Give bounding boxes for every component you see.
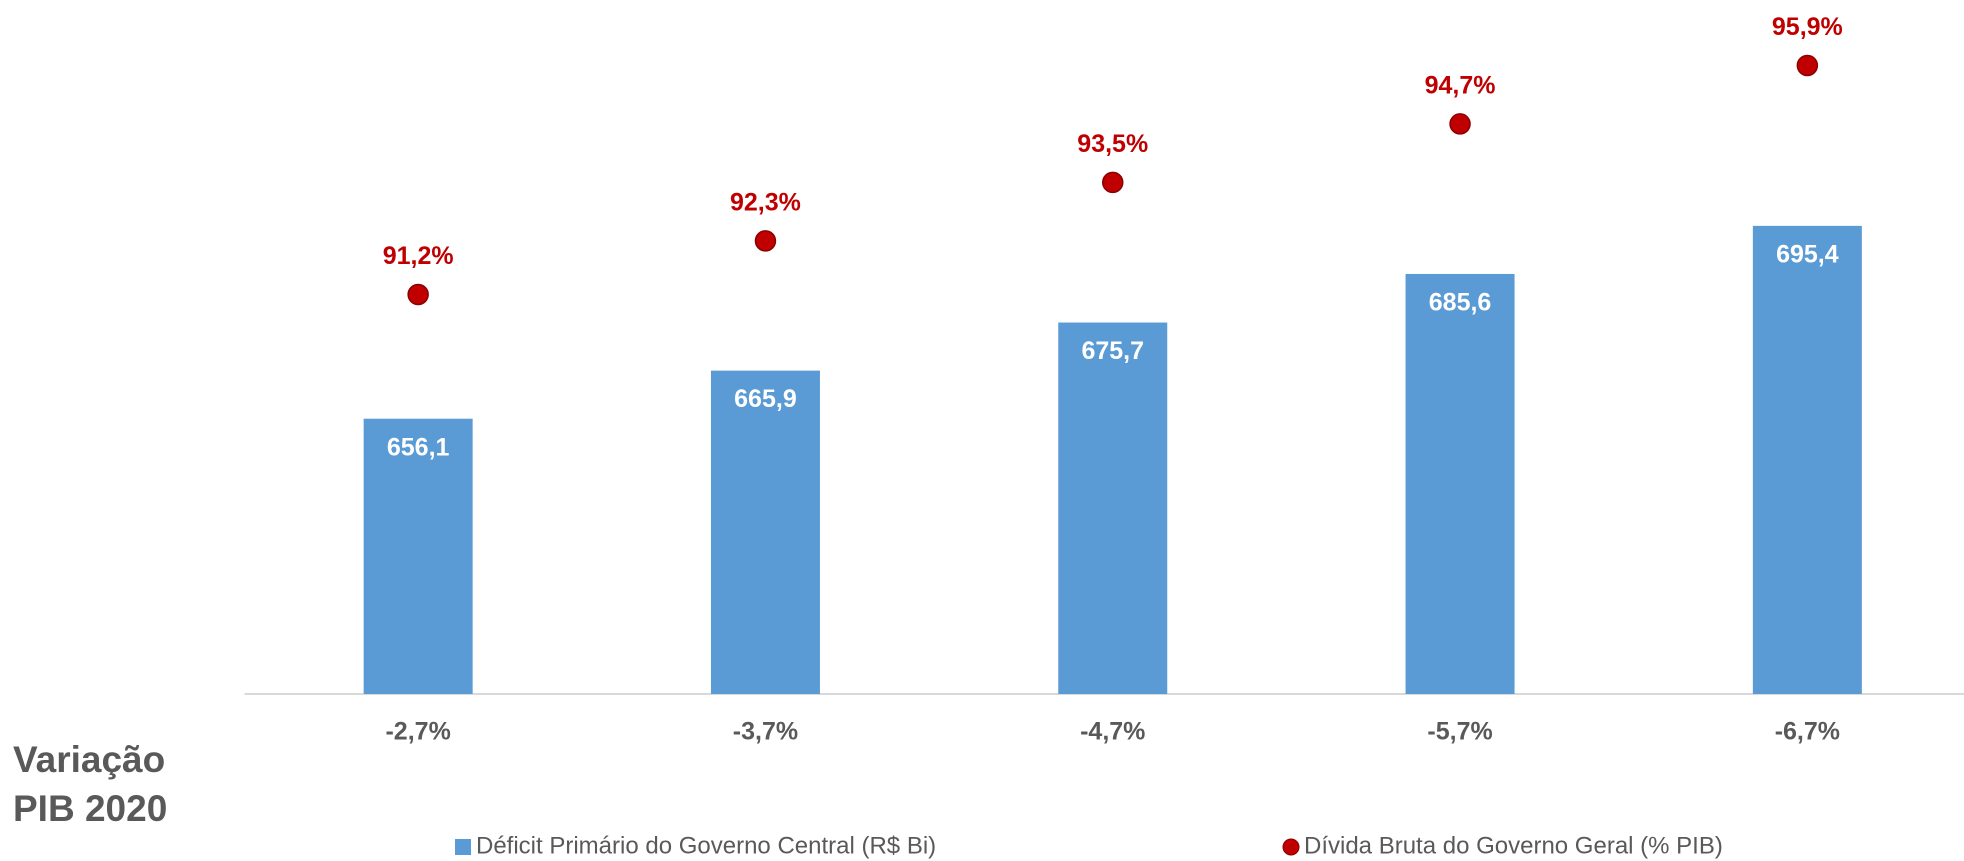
bar-value-label: 685,6 xyxy=(1429,289,1492,317)
dot xyxy=(407,283,429,306)
legend-swatch xyxy=(1282,838,1300,856)
bar-value-label: 695,4 xyxy=(1776,240,1839,268)
dot-value-label: 92,3% xyxy=(730,188,801,216)
bar xyxy=(1405,273,1515,694)
dot-value-label: 94,7% xyxy=(1425,72,1496,100)
dot-value-label: 93,5% xyxy=(1077,130,1148,158)
dot xyxy=(1102,171,1124,194)
x-tick-label: -6,7% xyxy=(1775,718,1840,746)
x-tick-label: -5,7% xyxy=(1427,718,1492,746)
dot xyxy=(1449,113,1471,135)
dot-value-label: 91,2% xyxy=(383,242,454,270)
dot xyxy=(754,230,777,252)
bar xyxy=(1058,322,1168,694)
legend-label: Dívida Bruta do Governo Geral (% PIB) xyxy=(1304,832,1723,859)
bar-value-label: 675,7 xyxy=(1081,337,1144,365)
bar xyxy=(1752,225,1862,694)
bar xyxy=(363,418,473,694)
bar-value-label: 665,9 xyxy=(734,385,797,413)
dot-value-label: 95,9% xyxy=(1772,13,1843,41)
bar-value-label: 656,1 xyxy=(387,433,450,461)
x-tick-label: -2,7% xyxy=(385,718,450,746)
legend-label: Déficit Primário do Governo Central (R$ … xyxy=(476,832,936,859)
x-axis-label: Variação PIB 2020 xyxy=(13,739,168,829)
x-tick-label: -3,7% xyxy=(733,718,798,746)
bar xyxy=(710,370,820,694)
x-tick-label: -4,7% xyxy=(1080,718,1145,746)
legend-swatch xyxy=(455,839,471,855)
dot xyxy=(1796,54,1819,77)
